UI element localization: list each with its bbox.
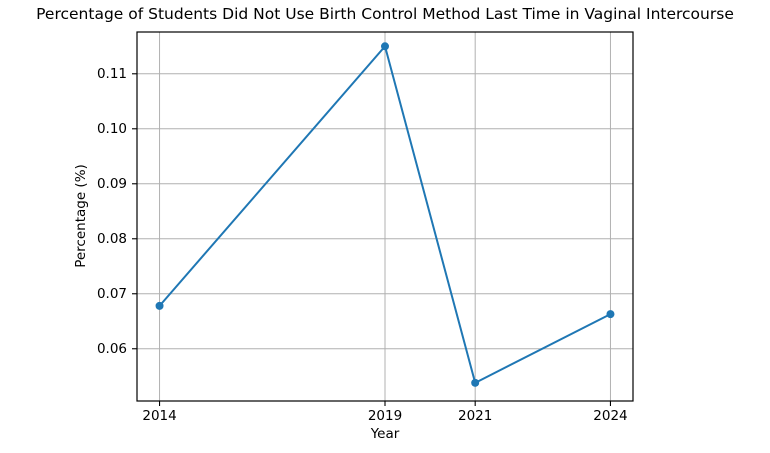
grid-lines [137, 32, 633, 401]
y-tick-label: 0.09 [96, 175, 127, 192]
x-tick-label: 2014 [142, 408, 177, 424]
data-point-marker [606, 310, 615, 319]
data-point-marker [381, 42, 389, 51]
chart-title: Percentage of Students Did Not Use Birth… [36, 5, 734, 23]
data-line [158, 45, 611, 384]
x-axis-label: Year [370, 426, 400, 442]
y-tick-label: 0.07 [96, 285, 127, 302]
y-tick-label: 0.06 [96, 340, 127, 357]
x-tick-label: 2024 [593, 408, 628, 424]
x-tick-label: 2019 [367, 408, 403, 424]
x-tick-label: 2021 [457, 408, 493, 424]
data-line-series [155, 42, 615, 387]
axes-border [136, 31, 634, 402]
y-tick-label: 0.11 [96, 65, 127, 82]
y-tick-label: 0.10 [96, 120, 127, 137]
plot-border [136, 31, 634, 402]
data-point-marker [155, 301, 164, 310]
tick-marks [132, 73, 612, 406]
y-tick-label: 0.08 [96, 230, 127, 247]
data-point-marker [471, 378, 480, 387]
